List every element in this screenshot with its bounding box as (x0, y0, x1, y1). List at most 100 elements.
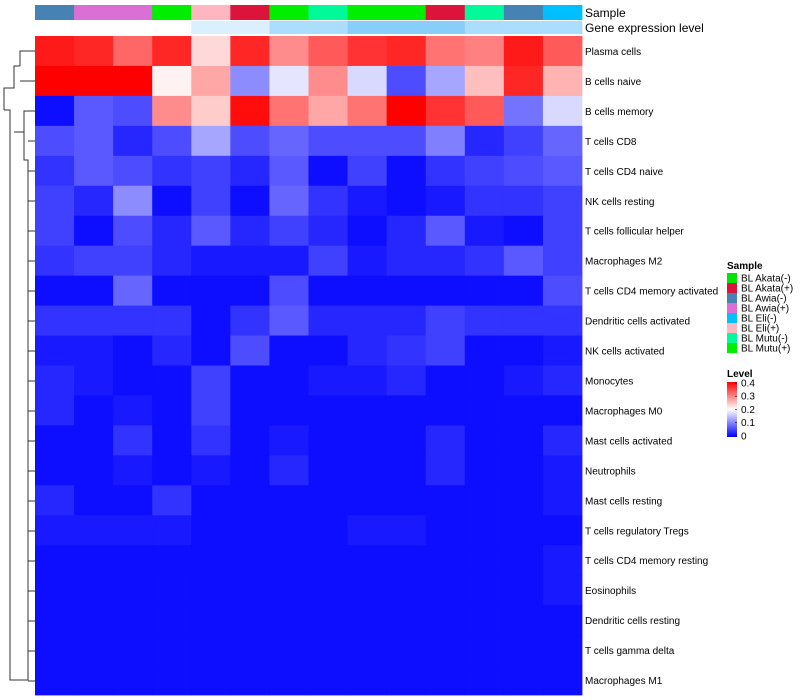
row-label: Eosinophils (585, 586, 636, 597)
heatmap-cell (542, 155, 583, 187)
heatmap-cell (464, 125, 505, 157)
heatmap-cell (35, 665, 75, 696)
heatmap-cell (347, 455, 388, 486)
heatmap-cell (230, 665, 270, 696)
heatmap-cell (542, 245, 583, 277)
row-label: Dendritic cells resting (585, 616, 680, 627)
heatmap-cell (74, 185, 114, 217)
heatmap-cell (113, 635, 153, 666)
heatmap-cell (35, 36, 75, 67)
heatmap-cell (386, 185, 427, 217)
heatmap-cell (386, 485, 427, 516)
heatmap-cell (464, 95, 505, 127)
heatmap-cell (152, 95, 192, 127)
sample-annotation-cell (74, 5, 114, 20)
heatmap-cell (503, 155, 544, 187)
heatmap-cell (464, 455, 505, 486)
heatmap-cell (74, 605, 114, 636)
expression-annotation-cell (191, 21, 231, 34)
row-label: T cells CD4 naive (585, 167, 664, 178)
heatmap-cell (191, 215, 231, 247)
sample-annotation-cell (152, 5, 192, 20)
heatmap-cell (503, 515, 544, 546)
heatmap-cell (269, 185, 309, 217)
heatmap-cell (308, 515, 348, 546)
heatmap-cell (152, 365, 192, 396)
heatmap-cell (425, 395, 466, 426)
heatmap-cell (347, 185, 388, 217)
heatmap-cell (464, 335, 505, 366)
heatmap-cell (464, 395, 505, 426)
heatmap-cell (191, 65, 231, 97)
heatmap-cell (113, 275, 153, 306)
heatmap-cell (35, 95, 75, 127)
heatmap-cell (464, 575, 505, 606)
row-label: Mast cells activated (585, 436, 672, 447)
heatmap-cell (191, 485, 231, 516)
heatmap-cell (269, 395, 309, 426)
heatmap-cell (269, 65, 309, 97)
heatmap-cell (74, 575, 114, 606)
heatmap-cell (230, 485, 270, 516)
heatmap-cell (347, 395, 388, 426)
row-label: Monocytes (585, 377, 633, 388)
heatmap-cell (464, 305, 505, 336)
heatmap-cell (308, 275, 348, 306)
heatmap-cell (35, 125, 75, 157)
heatmap-cell (542, 305, 583, 336)
heatmap-cell (191, 575, 231, 606)
heatmap-cell (464, 665, 505, 696)
heatmap-cell (35, 425, 75, 456)
legend-label: BL Eli(-) (741, 314, 777, 325)
heatmap-cell (269, 275, 309, 306)
heatmap-cell (542, 365, 583, 396)
legend-label: BL Awia(+) (741, 304, 789, 315)
heatmap-cell (542, 515, 583, 546)
sample-annotation-cell (269, 5, 309, 20)
heatmap-cell (464, 485, 505, 516)
heatmap-cell (425, 305, 466, 336)
expression-annotation-cell (269, 21, 309, 34)
heatmap-cell (35, 575, 75, 606)
heatmap-cell (35, 515, 75, 546)
heatmap-cell (74, 665, 114, 696)
heatmap-cell (425, 245, 466, 277)
heatmap-cell (74, 635, 114, 666)
heatmap-cell (35, 275, 75, 306)
row-label: T cells follicular helper (585, 227, 684, 238)
legend-swatch (727, 343, 737, 353)
heatmap-cell (386, 635, 427, 666)
heatmap-cell (230, 605, 270, 636)
row-label: NK cells resting (585, 197, 654, 208)
heatmap-cell (35, 185, 75, 217)
sample-annotation-cell (386, 5, 427, 20)
heatmap-cell (35, 365, 75, 396)
row-label: Macrophages M0 (585, 406, 663, 417)
heatmap-cell (308, 665, 348, 696)
heatmap-cell (386, 455, 427, 486)
heatmap-cell (152, 275, 192, 306)
heatmap-cell (386, 395, 427, 426)
heatmap-cell (386, 365, 427, 396)
heatmap-cell (191, 245, 231, 277)
heatmap-cell (269, 545, 309, 576)
heatmap-cell (386, 275, 427, 306)
heatmap-cell (542, 95, 583, 127)
heatmap-cell (74, 515, 114, 546)
legend-tick-label: 0.1 (741, 418, 755, 429)
legend-label: BL Akata(-) (741, 274, 791, 285)
sample-annotation-cell (308, 5, 348, 20)
heatmap-cell (152, 635, 192, 666)
legend-level-title: Level (727, 369, 753, 380)
expression-annotation-cell (386, 21, 427, 34)
heatmap-cell (35, 605, 75, 636)
heatmap-cell (269, 575, 309, 606)
legend-swatch (727, 293, 737, 303)
heatmap-cell (269, 95, 309, 127)
row-label: T cells CD8 (585, 137, 637, 148)
heatmap-cell (503, 215, 544, 247)
legend-tick-label: 0.3 (741, 392, 755, 403)
heatmap-cell (269, 305, 309, 336)
heatmap-cell (230, 335, 270, 366)
heatmap-cell (113, 485, 153, 516)
